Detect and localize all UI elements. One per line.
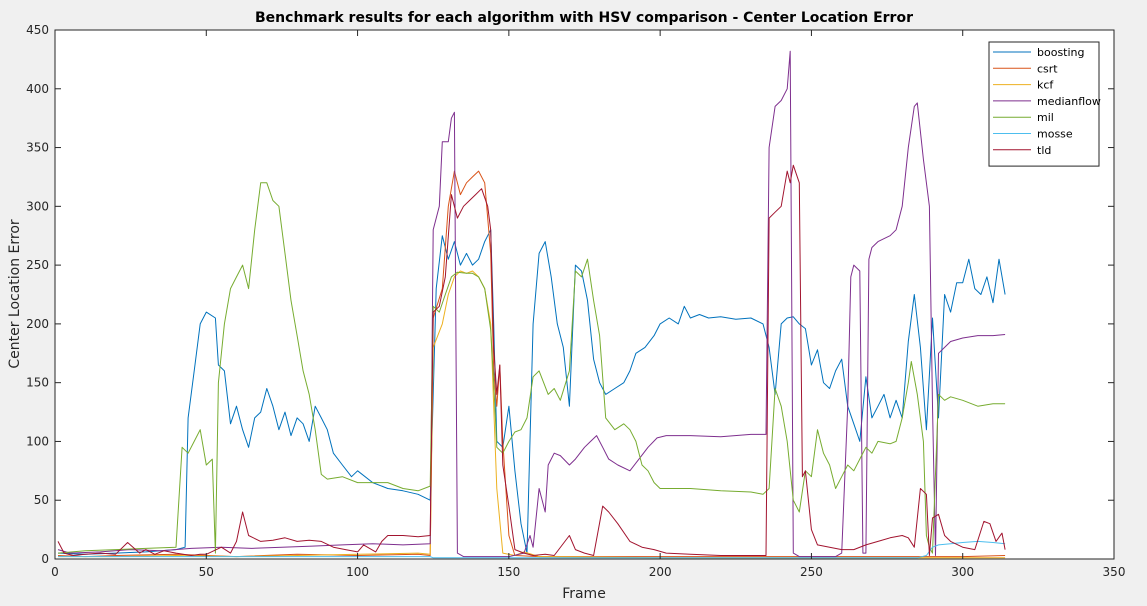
series-layer [57,50,1006,559]
x-tick-label: 350 [1103,565,1126,579]
series-line-csrt [57,170,1006,558]
y-tick-label: 400 [26,82,49,96]
legend[interactable]: boosting csrt kcf medianflow mil mosse tld [988,41,1101,167]
x-axis-label: Frame [562,586,606,602]
series-line-tld [57,164,1006,556]
y-tick-label: 350 [26,141,49,155]
y-tick-label: 0 [41,552,49,566]
x-tick-label: 300 [951,565,974,579]
y-tick-label: 150 [26,376,49,390]
y-tick-label: 300 [26,199,49,213]
y-tick-label: 250 [26,258,49,272]
axes-box [54,29,1115,560]
legend-label-csrt: csrt [1037,62,1058,75]
series-line-boosting [57,229,1006,555]
legend-label-medianflow: medianflow [1037,95,1101,108]
legend-box [988,41,1100,167]
series-line-medianflow [57,50,1006,558]
x-tick-label: 100 [346,565,369,579]
x-tick-label: 50 [199,565,214,579]
y-tick-label: 50 [34,493,49,507]
y-tick-label: 450 [26,23,49,37]
y-tick-label: 200 [26,317,49,331]
plot-area[interactable] [55,30,1114,559]
y-axis-label: Center Location Error [7,219,23,369]
x-tick-label: 0 [51,565,59,579]
x-tick-label: 150 [497,565,520,579]
legend-label-tld: tld [1037,144,1051,157]
chart-title: Benchmark results for each algorithm wit… [255,10,913,26]
series-line-kcf [58,270,1006,559]
legend-label-mil: mil [1037,111,1054,124]
series-line-mil [57,182,1006,554]
x-axis: 0 50 100 150 200 250 300 350 [51,30,1125,579]
legend-label-mosse: mosse [1037,128,1073,141]
series-line-mosse [58,540,1006,559]
y-axis: 0 50 100 150 200 250 300 350 400 450 [26,23,1114,566]
x-tick-label: 250 [800,565,823,579]
legend-label-boosting: boosting [1037,46,1085,59]
y-tick-label: 100 [26,434,49,448]
legend-label-kcf: kcf [1037,79,1054,92]
x-tick-label: 200 [649,565,672,579]
